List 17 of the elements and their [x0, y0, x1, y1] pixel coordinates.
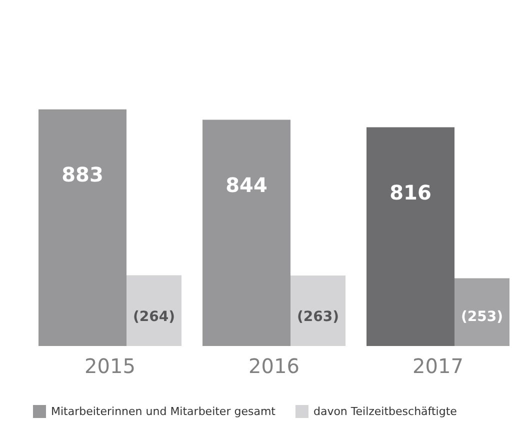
data-label: (263) — [296, 309, 340, 325]
bar — [202, 120, 290, 346]
x-tick-label: 2017 — [412, 354, 464, 378]
bar — [126, 275, 182, 346]
data-label: 844 — [226, 172, 268, 197]
x-tick-label: 2016 — [248, 354, 300, 378]
data-label: 883 — [62, 162, 104, 186]
bar — [454, 278, 510, 346]
x-tick-label: 2015 — [84, 354, 136, 378]
bar — [38, 109, 126, 346]
data-label: (253) — [460, 309, 504, 325]
legend-label: Mitarbeiterinnen und Mitarbeiter gesamt — [51, 405, 276, 418]
bar — [290, 276, 346, 346]
legend-label: davon Teilzeitbeschäftigte — [313, 405, 458, 418]
bar — [366, 127, 454, 346]
data-label: (264) — [132, 309, 176, 325]
data-label: 816 — [390, 180, 432, 204]
